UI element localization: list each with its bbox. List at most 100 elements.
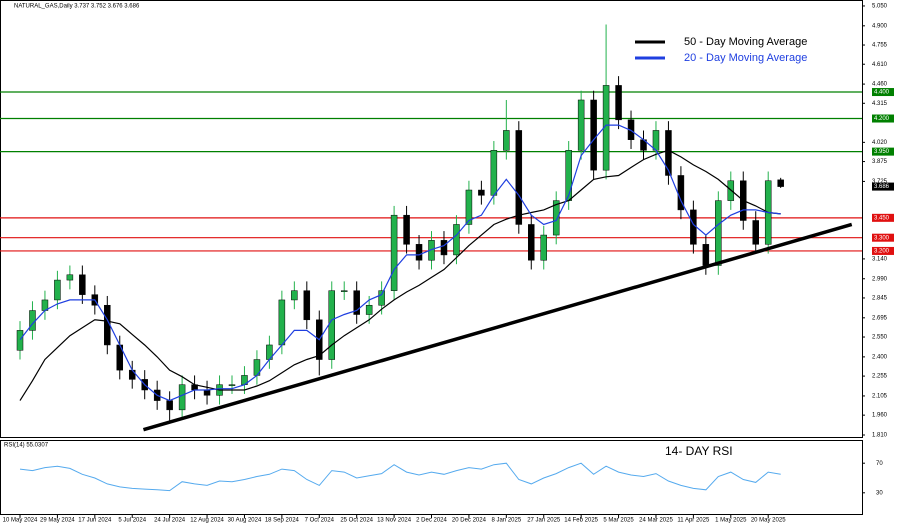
- candle-body: [715, 200, 722, 266]
- x-tick-label: 5 Mar 2025: [603, 518, 634, 524]
- candle-body: [528, 224, 535, 261]
- plot-layer: 5.050 4.900 4.755 4.610 4.460 4.315 4.020 3.875…: [0, 4, 894, 524]
- y-tick-label: 2.255: [872, 374, 888, 380]
- x-tick-label: 10 May 2024: [3, 518, 38, 524]
- legend-label: 20 - Day Moving Average: [684, 52, 807, 64]
- candle-body: [478, 189, 485, 196]
- candle-body: [353, 290, 360, 315]
- candle-body: [228, 384, 236, 386]
- price-panel: [0, 0, 863, 438]
- legend-label: 50 - Day Moving Average: [684, 36, 807, 48]
- y-tick-label: 2.400: [872, 354, 888, 360]
- level-tag: [872, 88, 894, 97]
- candle-body: [178, 384, 186, 411]
- y-tick-label: 4.755: [872, 43, 888, 49]
- level-tag: [872, 246, 894, 255]
- level-tag: [872, 114, 894, 123]
- y-tick-label: 2.105: [872, 394, 888, 400]
- x-tick-label: 1 May 2025: [715, 518, 747, 524]
- level-label: 4.200: [874, 116, 890, 122]
- level-label: 3.300: [874, 235, 890, 241]
- x-tick-label: 20 Dec 2024: [452, 518, 487, 524]
- x-tick-label: 13 Nov 2024: [377, 518, 412, 524]
- y-tick-label: 4.610: [872, 62, 888, 68]
- level-label: 3.450: [874, 215, 890, 221]
- level-tag: [872, 147, 894, 156]
- price-tag: [872, 182, 894, 191]
- y-tick-label: 2.550: [872, 335, 888, 341]
- y-tick-label: 1.810: [872, 433, 888, 439]
- x-tick-label: 14 Feb 2025: [564, 518, 598, 524]
- y-tick-label: 5.050: [872, 4, 888, 10]
- level-tag: [872, 233, 894, 242]
- x-tick-label: 11 Apr 2025: [677, 518, 710, 524]
- y-tick-label: 3.875: [872, 159, 888, 165]
- x-tick-label: 8 Jan 2025: [491, 518, 521, 524]
- level-label: 3.200: [874, 249, 890, 255]
- candle-body: [415, 244, 423, 261]
- candle-body: [690, 209, 697, 245]
- candle-body: [66, 274, 74, 281]
- candle-body: [128, 369, 136, 380]
- price-label: 3.686: [874, 184, 890, 190]
- candle-body: [515, 130, 523, 225]
- candle-body: [328, 290, 335, 360]
- rsi-tick-label: 70: [876, 461, 883, 467]
- y-tick-label: 4.900: [872, 23, 888, 29]
- candle-body: [565, 150, 572, 201]
- y-tick-label: 4.315: [872, 101, 888, 107]
- x-tick-label: 27 Jan 2025: [527, 518, 561, 524]
- x-tick-label: 2 Dec 2024: [416, 518, 447, 524]
- level-label: 3.950: [874, 149, 890, 155]
- candle-body: [403, 214, 410, 245]
- candle-body: [490, 150, 498, 196]
- x-tick-label: 20 May 2025: [751, 518, 786, 524]
- candle-body: [54, 279, 61, 301]
- level-tag: [872, 213, 894, 222]
- candle-body: [503, 130, 510, 151]
- y-tick-label: 2.990: [872, 276, 888, 282]
- candle-body: [440, 240, 448, 256]
- candle-body: [303, 290, 311, 321]
- candle-body: [540, 234, 547, 261]
- y-tick-label: 3.140: [872, 256, 888, 262]
- candle-body: [16, 330, 24, 351]
- candle-body: [453, 224, 460, 256]
- candle-body: [291, 290, 298, 301]
- candle-body: [615, 85, 622, 121]
- x-tick-label: 18 Sep 2024: [265, 518, 300, 524]
- x-tick-label: 30 Aug 2024: [228, 518, 262, 524]
- candle-body: [577, 99, 585, 151]
- rsi-line: [19, 462, 781, 492]
- x-tick-label: 25 Oct 2024: [340, 518, 373, 524]
- chart-title: NATURAL_GAS,Daily 3.737 3.752 3.676 3.68…: [14, 4, 140, 10]
- moving-average: [19, 124, 781, 402]
- candle-body: [590, 99, 597, 171]
- trendline: [142, 222, 853, 432]
- level-label: 4.400: [874, 90, 890, 96]
- candle-body: [278, 299, 286, 346]
- rsi-panel: [0, 440, 863, 515]
- candle-body: [652, 130, 660, 151]
- candle-body: [552, 200, 560, 236]
- moving-average: [19, 149, 781, 401]
- x-tick-label: 5 Jul 2024: [118, 518, 146, 524]
- candle-body: [777, 179, 784, 187]
- candle-body: [365, 304, 373, 315]
- candle-body: [702, 244, 710, 266]
- x-tick-label: 12 Aug 2024: [190, 518, 224, 524]
- candle-body: [79, 274, 86, 295]
- y-tick-label: 2.845: [872, 296, 888, 302]
- y-tick-label: 4.460: [872, 82, 888, 88]
- x-tick-label: 29 May 2024: [40, 518, 75, 524]
- y-tick-label: 1.960: [872, 413, 888, 419]
- candle-body: [166, 400, 173, 411]
- x-tick-label: 24 Mar 2025: [639, 518, 673, 524]
- x-tick-label: 17 Jun 2024: [78, 518, 112, 524]
- candle-body: [203, 389, 211, 396]
- candle-body: [465, 189, 473, 225]
- candle-body: [390, 214, 398, 291]
- candle-body: [378, 290, 385, 306]
